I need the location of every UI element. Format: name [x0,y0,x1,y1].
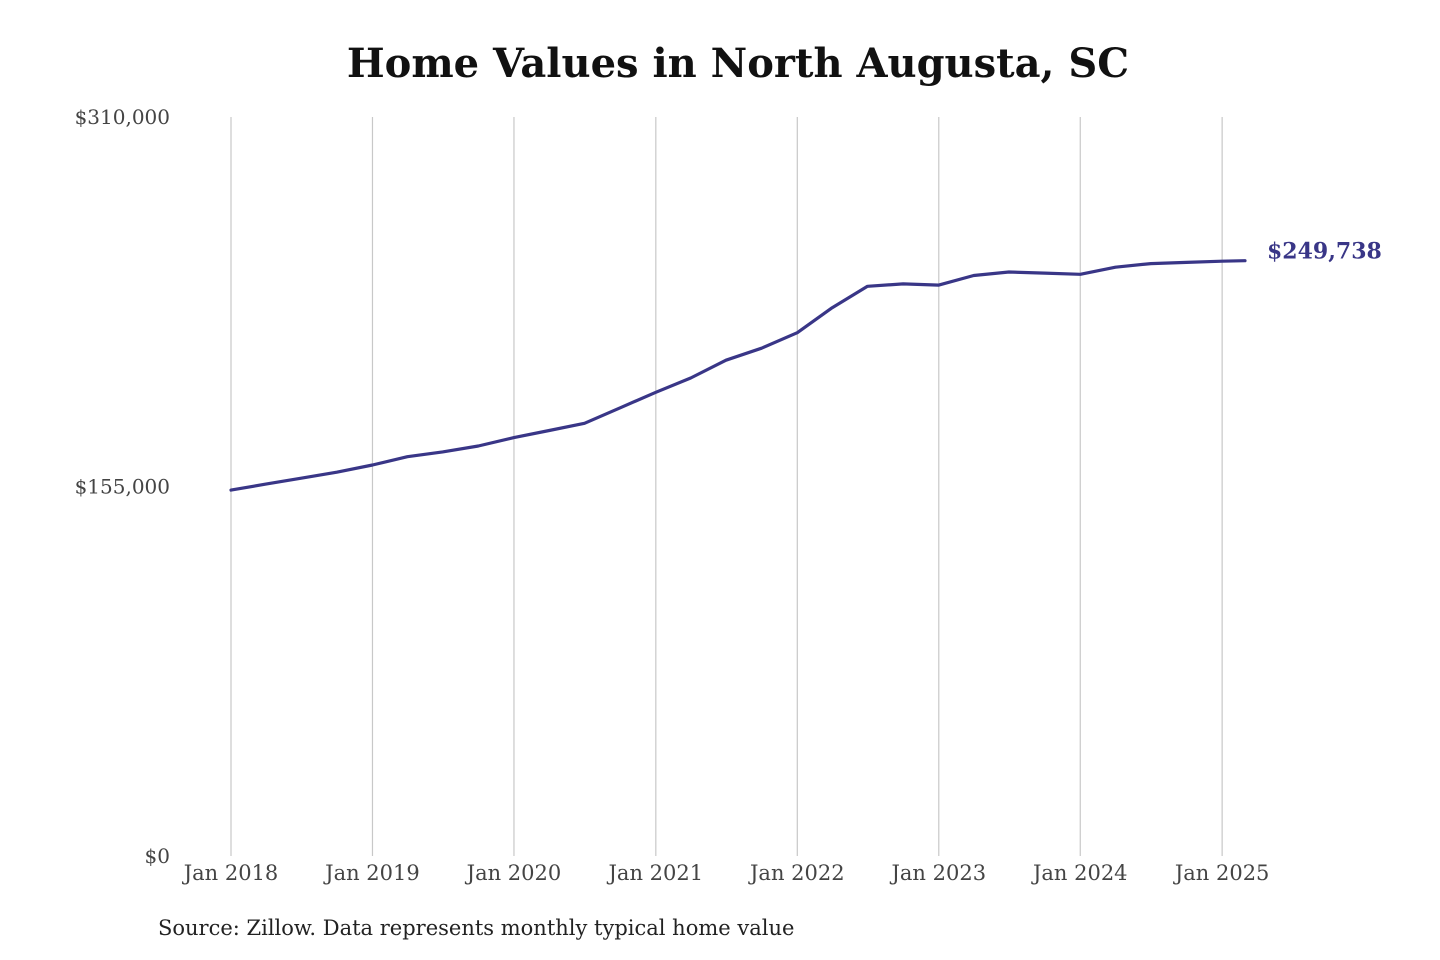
x-tick-label: Jan 2018 [182,861,279,885]
x-tick-label: Jan 2022 [748,861,845,885]
x-tick-label: Jan 2019 [323,861,420,885]
x-axis-ticks: Jan 2018 Jan 2019 Jan 2020 Jan 2021 Jan 2022… [182,861,1270,885]
y-tick-label: $0 [145,844,170,868]
x-tick-label: Jan 2025 [1173,861,1270,885]
chart-title: Home Values in North Augusta, SC [346,40,1130,87]
x-tick-label: Jan 2023 [889,861,986,885]
end-value-label: $249,738 [1267,239,1382,265]
series-line [229,259,1247,492]
vertical-gridlines [230,117,1223,856]
source-note: Source: Zillow. Data represents monthly … [158,916,795,940]
y-axis-ticks: $0 $155,000 $310,000 [75,105,170,868]
x-tick-label: Jan 2024 [1031,861,1128,885]
x-tick-label: Jan 2020 [465,861,562,885]
y-tick-label: $155,000 [75,475,170,499]
series-layer [229,259,1247,492]
x-tick-label: Jan 2021 [607,861,704,885]
y-tick-label: $310,000 [75,105,170,129]
